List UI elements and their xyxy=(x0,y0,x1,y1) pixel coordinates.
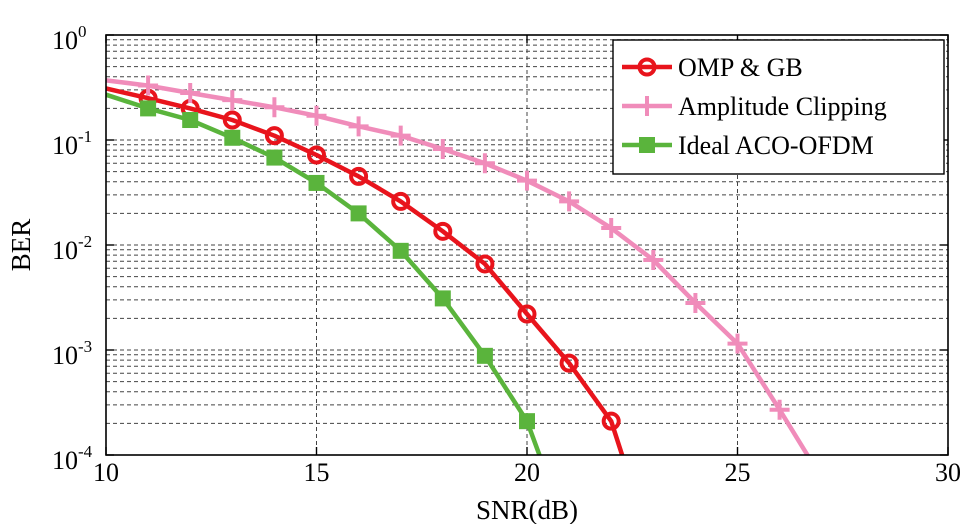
data-point-marker xyxy=(475,254,495,274)
data-point-marker xyxy=(392,242,409,259)
y-tick-label: 100 xyxy=(52,22,87,55)
data-point-marker xyxy=(559,353,579,373)
x-tick-label: 20 xyxy=(514,458,540,487)
legend-label: Ideal ACO-OFDM xyxy=(678,131,874,160)
data-point-marker xyxy=(222,110,242,130)
data-point-marker xyxy=(432,139,453,160)
y-tick-labels: 100 10-1 10-2 10-3 10-4 xyxy=(52,22,93,475)
data-point-marker xyxy=(222,90,243,111)
data-point-marker xyxy=(307,145,326,165)
x-tick-label: 25 xyxy=(725,458,751,487)
data-point-marker xyxy=(140,100,157,117)
x-tick-label: 10 xyxy=(93,458,119,487)
data-point-marker xyxy=(180,83,201,104)
data-point-marker xyxy=(390,125,411,146)
y-tick-label: 10-4 xyxy=(52,442,93,475)
data-point-marker xyxy=(517,304,537,324)
data-point-marker xyxy=(349,166,369,186)
data-point-marker xyxy=(138,75,159,96)
data-point-marker xyxy=(350,205,367,222)
data-point-marker xyxy=(434,290,451,307)
x-tick-label: 30 xyxy=(935,458,961,487)
data-point-marker xyxy=(601,411,621,431)
data-point-marker xyxy=(519,413,535,430)
x-tick-labels: 10 15 20 25 30 xyxy=(93,458,961,487)
data-point-marker xyxy=(559,191,580,212)
marker-layer xyxy=(138,75,790,431)
legend: OMP & GB Amplitude Clipping Ideal ACO-OFDM xyxy=(612,39,945,175)
data-point-marker xyxy=(769,399,790,420)
data-point-marker xyxy=(643,249,664,270)
x-axis-title: SNR(dB) xyxy=(476,495,578,524)
data-point-marker xyxy=(264,126,284,146)
data-point-marker xyxy=(182,112,199,129)
data-point-marker xyxy=(685,293,706,314)
data-point-marker xyxy=(476,347,493,364)
y-axis-title: BER xyxy=(6,219,36,272)
legend-label: OMP & GB xyxy=(678,53,803,82)
x-tick-label: 15 xyxy=(304,458,330,487)
data-point-marker xyxy=(308,174,325,191)
data-point-marker xyxy=(517,170,537,191)
legend-label: Amplitude Clipping xyxy=(678,92,887,121)
data-point-marker xyxy=(601,218,622,239)
data-point-marker xyxy=(264,97,285,118)
y-tick-label: 10-2 xyxy=(52,232,92,265)
data-point-marker xyxy=(391,191,411,211)
data-point-marker xyxy=(637,57,657,77)
axis-ticks xyxy=(105,34,949,456)
data-point-marker xyxy=(348,116,369,137)
data-point-marker xyxy=(266,149,283,166)
data-point-marker xyxy=(727,333,748,354)
y-tick-label: 10-3 xyxy=(52,337,92,370)
data-point-marker xyxy=(433,221,453,241)
y-tick-label: 10-1 xyxy=(52,127,92,160)
data-point-marker xyxy=(224,129,241,146)
data-point-marker xyxy=(474,153,495,174)
data-point-marker xyxy=(639,137,655,153)
data-point-marker xyxy=(306,105,327,126)
data-point-marker xyxy=(637,96,657,116)
